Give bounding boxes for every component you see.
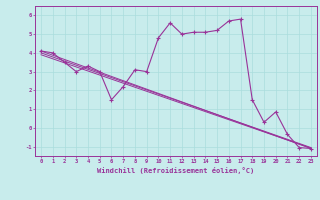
X-axis label: Windchill (Refroidissement éolien,°C): Windchill (Refroidissement éolien,°C) xyxy=(97,167,255,174)
